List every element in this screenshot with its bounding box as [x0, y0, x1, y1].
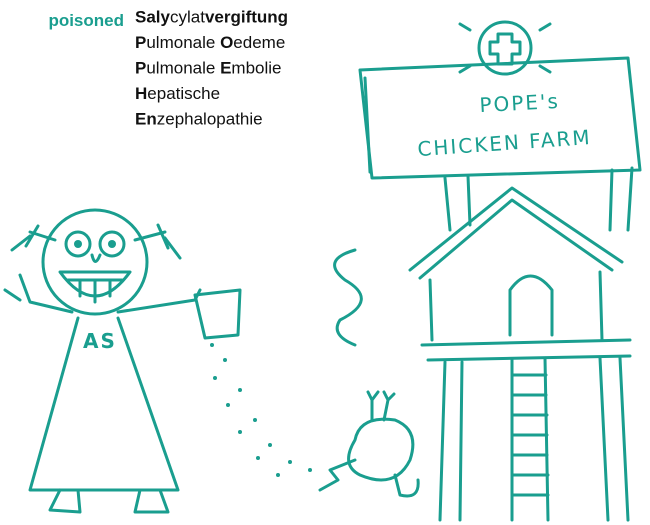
- seeds: [210, 343, 312, 477]
- sign: POPE's CHICKEN FARM: [360, 22, 640, 178]
- list-segment: H: [135, 84, 147, 103]
- chicken: [320, 250, 418, 496]
- list-segment: O: [220, 33, 233, 52]
- list-line: Pulmonale Oedeme: [135, 33, 285, 52]
- sign-text: CHICKEN FARM: [417, 125, 593, 161]
- sign-text: POPE's: [479, 89, 561, 117]
- tower: [410, 168, 632, 520]
- list-segment: P: [135, 59, 146, 78]
- shirt-text: AS: [83, 329, 117, 353]
- side-label-line: poisoned: [48, 11, 124, 30]
- girl: AS: [5, 210, 240, 512]
- side-label: atic poisoned: [48, 0, 124, 30]
- list-line: Enzephalopathie: [135, 110, 263, 129]
- list-segment: En: [135, 110, 157, 129]
- list-line: Salycylatvergiftung: [135, 8, 288, 27]
- list-line: Pulmonale Embolie: [135, 59, 282, 78]
- illustration: atic poisoned Asthma Salycylatvergiftung P…: [0, 0, 650, 525]
- list-segment: vergiftung: [205, 8, 288, 27]
- list-segment: Asthma: [135, 0, 198, 1]
- diagnosis-list: Asthma Salycylatvergiftung Pulmonale Oedem…: [135, 0, 288, 129]
- list-line: Hepatische: [135, 84, 220, 103]
- list-segment: epatische: [147, 84, 220, 103]
- list-segment: ulmonale: [146, 33, 220, 52]
- list-line: Asthma: [135, 0, 198, 1]
- list-segment: zephalopathie: [157, 110, 263, 129]
- list-segment: edeme: [233, 33, 285, 52]
- list-segment: cylat: [170, 8, 205, 27]
- side-label-line: atic: [95, 0, 124, 2]
- list-segment: P: [135, 33, 146, 52]
- list-segment: mbolie: [231, 59, 281, 78]
- list-segment: ulmonale: [146, 59, 220, 78]
- list-segment: Saly: [135, 8, 171, 27]
- list-segment: E: [220, 59, 231, 78]
